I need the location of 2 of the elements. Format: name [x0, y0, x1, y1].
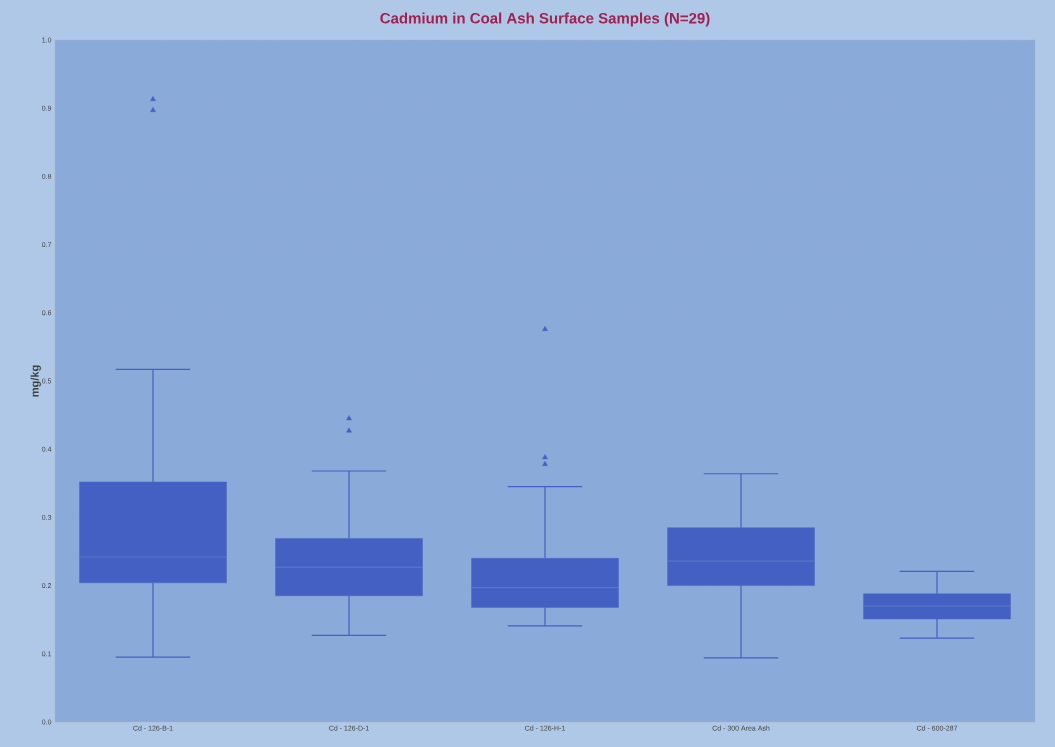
y-axis-title: mg/kg: [30, 365, 41, 397]
chart-title: Cadmium in Coal Ash Surface Samples (N=29): [380, 12, 710, 27]
